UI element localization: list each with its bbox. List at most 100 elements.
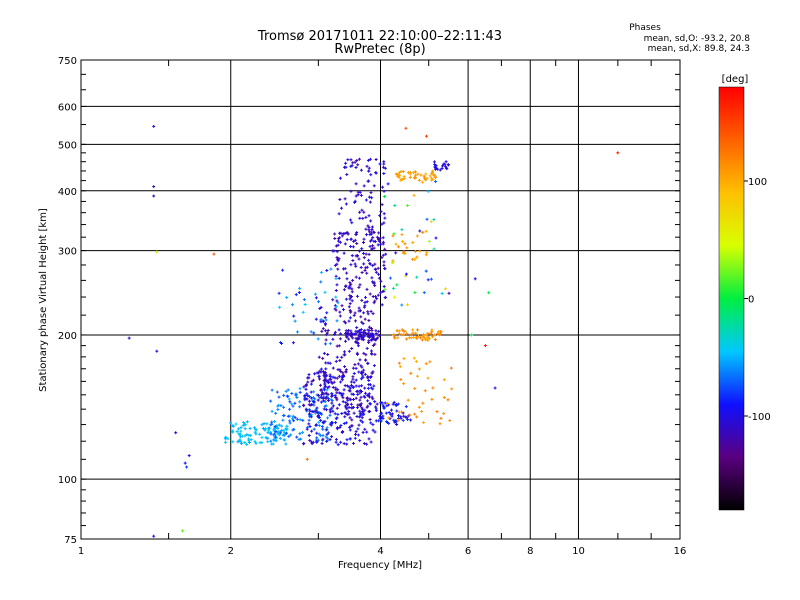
- echo-point: [367, 224, 369, 228]
- echo-point: [239, 438, 241, 442]
- echo-point: [345, 202, 347, 206]
- echo-point: [367, 404, 369, 408]
- echo-point: [332, 409, 334, 413]
- echo-point: [421, 410, 423, 413]
- echo-point: [244, 427, 246, 431]
- echo-point: [447, 163, 449, 167]
- echo-point: [320, 320, 322, 324]
- echo-point: [344, 384, 346, 388]
- echo-point: [286, 424, 288, 428]
- echo-point: [359, 331, 361, 335]
- y-axis-label: Stationary phase Virtual Height [km]: [38, 208, 49, 392]
- echo-point: [371, 328, 373, 332]
- echo-point: [240, 435, 241, 439]
- echo-point: [335, 437, 337, 441]
- echo-point: [299, 405, 301, 409]
- echo-point: [350, 218, 352, 222]
- echo-point: [367, 310, 369, 314]
- echo-point: [358, 285, 360, 289]
- echo-point: [349, 437, 351, 441]
- echo-point: [329, 342, 331, 346]
- echo-point: [398, 410, 400, 414]
- echo-point: [360, 419, 362, 423]
- echo-point: [341, 378, 343, 382]
- echo-point: [313, 396, 314, 400]
- y-tick-label: 200: [58, 331, 77, 342]
- y-tick-label: 500: [58, 140, 77, 151]
- echo-point: [310, 415, 312, 419]
- echo-point: [378, 276, 380, 280]
- echo-point: [372, 333, 374, 337]
- echo-point: [354, 436, 356, 440]
- echo-point: [439, 333, 441, 337]
- plot-area: 1 2 4 6 8 10 16 75 100 200 300 400 500 600 750: [58, 56, 686, 557]
- echo-point: [317, 398, 319, 402]
- echo-point: [445, 160, 447, 164]
- echo-point: [359, 210, 361, 214]
- echo-point: [474, 277, 476, 281]
- echo-point: [390, 412, 392, 416]
- echo-point: [238, 439, 240, 443]
- echo-point: [427, 331, 429, 335]
- echo-point: [337, 267, 339, 271]
- echo-point: [320, 395, 322, 399]
- echo-point: [350, 310, 352, 314]
- echo-point: [368, 392, 370, 396]
- echo-point: [351, 418, 353, 422]
- echo-point: [424, 389, 426, 393]
- echo-point: [266, 422, 268, 426]
- echo-point: [355, 166, 357, 169]
- echo-point: [380, 419, 382, 423]
- echo-point: [325, 373, 327, 377]
- echo-point: [303, 298, 305, 302]
- echo-point: [375, 171, 377, 175]
- echo-point: [379, 162, 381, 166]
- echo-point: [329, 361, 331, 365]
- echo-point: [268, 426, 270, 430]
- echo-point: [311, 429, 313, 433]
- echo-point: [359, 358, 361, 362]
- echo-point: [448, 291, 450, 295]
- echo-point: [355, 430, 357, 434]
- echo-point: [351, 406, 353, 410]
- echo-point: [377, 333, 379, 337]
- echo-point: [304, 394, 306, 397]
- echo-point: [367, 399, 369, 403]
- echo-point: [346, 438, 348, 442]
- echo-point: [413, 335, 415, 339]
- echo-point: [359, 391, 361, 395]
- echo-point: [188, 454, 190, 458]
- echo-point: [401, 303, 403, 307]
- echo-point: [356, 330, 358, 334]
- echo-point: [334, 332, 335, 336]
- echo-point: [425, 253, 427, 257]
- echo-point: [343, 388, 345, 392]
- echo-point: [270, 432, 272, 436]
- echo-point: [363, 338, 365, 342]
- echo-point: [346, 271, 348, 275]
- echo-point: [303, 441, 305, 445]
- echo-point: [324, 377, 326, 381]
- echo-point: [383, 285, 385, 288]
- echo-point: [362, 420, 364, 424]
- echo-point: [279, 305, 281, 309]
- echo-point: [365, 353, 367, 357]
- echo-point: [370, 191, 372, 195]
- echo-point: [427, 278, 429, 282]
- echo-point: [369, 410, 371, 413]
- echo-point: [291, 392, 293, 395]
- echo-point: [471, 333, 473, 337]
- echo-point: [348, 410, 350, 413]
- echo-point: [443, 378, 445, 382]
- echo-point: [401, 333, 403, 337]
- echo-point: [327, 328, 329, 332]
- echo-point: [338, 391, 340, 395]
- echo-point: [368, 225, 370, 229]
- echo-point: [308, 408, 310, 411]
- colorbar-strip: [718, 86, 745, 511]
- echo-point: [433, 173, 435, 177]
- echo-point: [337, 258, 339, 261]
- echo-point: [317, 413, 319, 417]
- echo-point: [337, 412, 339, 416]
- echo-point: [392, 402, 394, 406]
